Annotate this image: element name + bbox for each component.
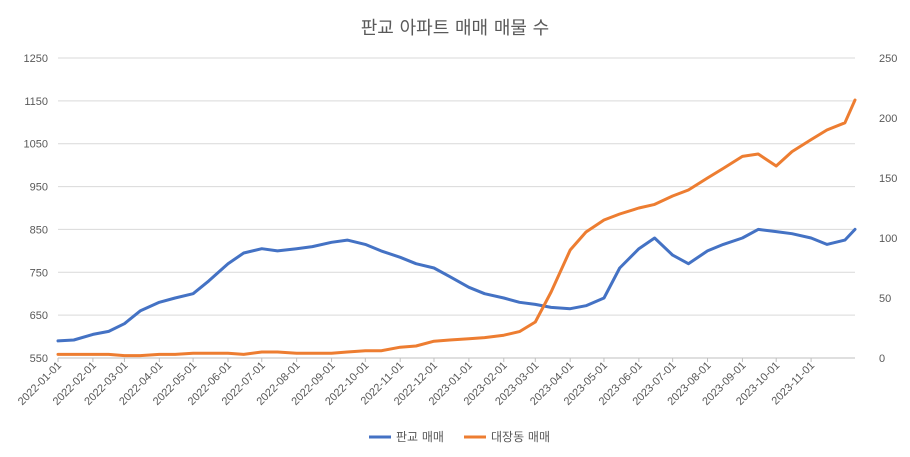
left-y-tick-label: 650 [30, 310, 48, 322]
x-axis: 2022-01-012022-02-012022-03-012022-04-01… [16, 358, 817, 408]
right-y-tick-label: 0 [879, 353, 885, 365]
right-y-tick-label: 100 [879, 233, 897, 245]
right-y-tick-label: 50 [879, 293, 891, 305]
left-y-tick-label: 550 [30, 353, 48, 365]
series-lines [56, 98, 857, 358]
left-y-tick-label: 1250 [24, 53, 48, 65]
right-y-tick-label: 150 [879, 173, 897, 185]
series-line-daejang [56, 98, 857, 358]
legend: 판교 매매 대장동 매매 [369, 430, 550, 444]
left-y-tick-label: 1150 [24, 96, 48, 108]
left-y-tick-label: 750 [30, 267, 48, 279]
legend-label-daejang: 대장동 매매 [491, 430, 550, 444]
series-line-pangyo [56, 227, 857, 343]
right-y-tick-label: 200 [879, 113, 897, 125]
left-y-tick-label: 850 [30, 224, 48, 236]
left-y-tick-label: 1050 [24, 139, 48, 151]
right-y-axis: 0 50 100 150 200 250 [879, 53, 897, 365]
left-y-axis: 550 650 750 850 950 1050 1150 1250 [24, 53, 48, 365]
gridlines [58, 57, 855, 359]
left-y-tick-label: 950 [30, 182, 48, 194]
legend-label-pangyo: 판교 매매 [396, 430, 444, 444]
chart-title: 판교 아파트 매매 매물 수 [361, 18, 550, 39]
right-y-tick-label: 250 [879, 53, 897, 65]
